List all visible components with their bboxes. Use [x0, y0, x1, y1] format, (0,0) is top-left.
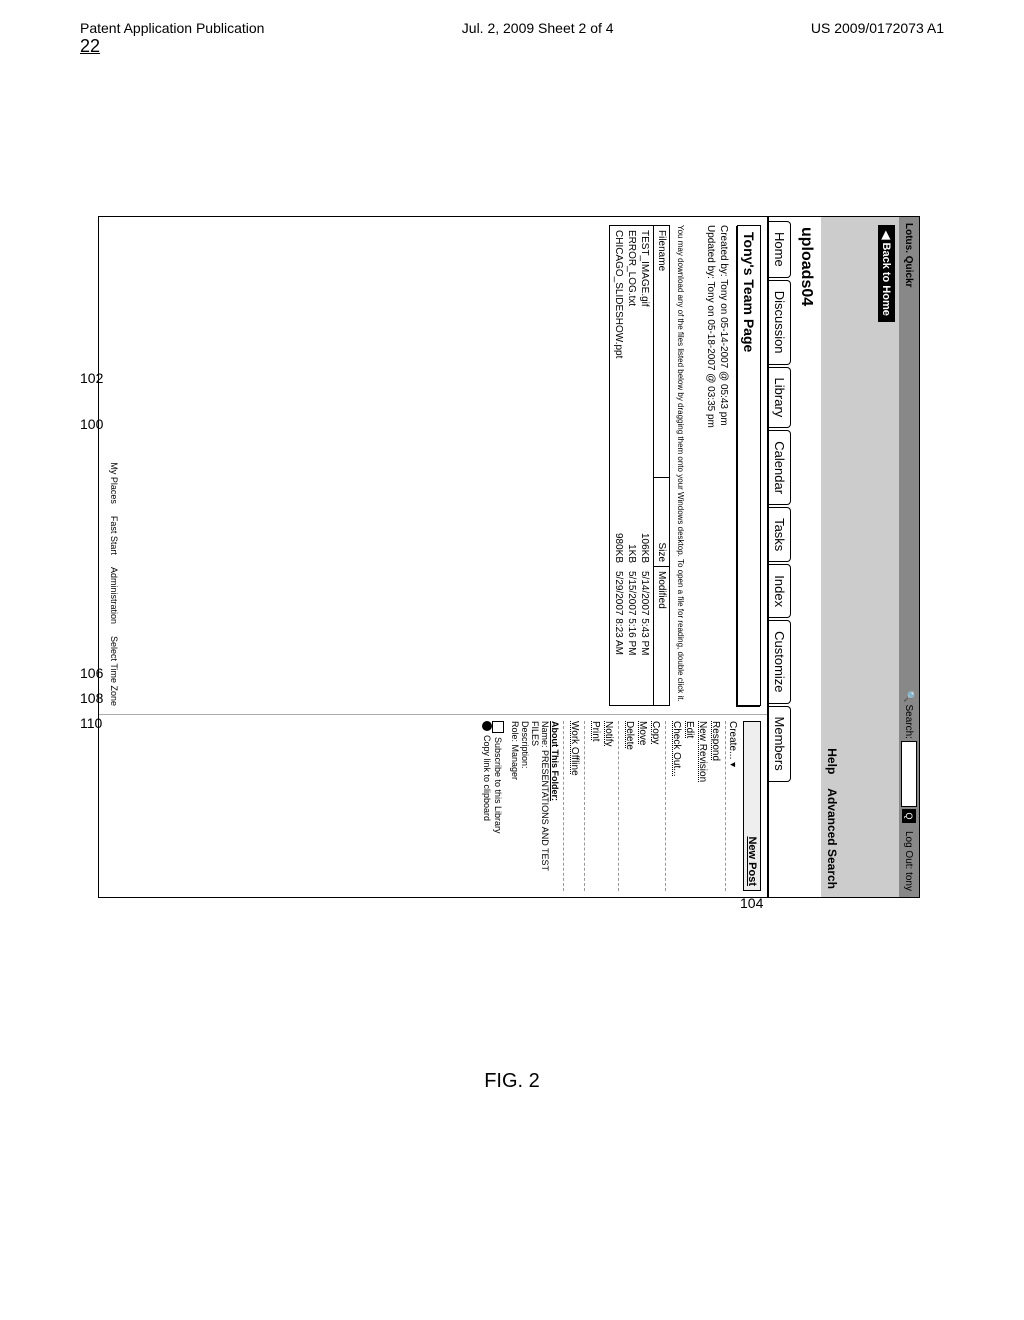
col-filename[interactable]: Filename [654, 226, 669, 478]
cell-filename: TEST_IMAGE.gif [638, 226, 651, 479]
ref-104: 104 [740, 895, 763, 911]
main-column: Tony's Team Page Created by: Tony on 05-… [99, 217, 767, 715]
ref-100: 100 [80, 416, 103, 432]
cell-size: 106KB [638, 479, 651, 567]
app-window: Lotus. Quickr 🔍 Search: Q Log Out: tony … [98, 216, 920, 898]
advanced-search-link[interactable]: Advanced Search [825, 788, 839, 889]
notify-link[interactable]: Notify [602, 721, 615, 891]
new-post-button[interactable]: New Post [743, 721, 761, 891]
created-by: Created by: Tony on 05-14-2007 @ 05:43 p… [718, 225, 729, 706]
table-row[interactable]: CHICAGO_SLIDESHOW.ppt 980KB 5/29/2007 8:… [612, 226, 625, 705]
ref-22: 22 [80, 36, 100, 57]
side-column: New Post Create... ▾ Respond New Revisio… [99, 715, 767, 897]
header-left: Patent Application Publication [80, 20, 264, 36]
ref-110: 110 [80, 715, 102, 731]
create-menu[interactable]: Create... ▾ [726, 721, 739, 891]
page-title: Tony's Team Page [737, 225, 761, 706]
header-right: US 2009/0172073 A1 [811, 20, 944, 36]
subscribe-link[interactable]: Subscribe to this Library [492, 721, 504, 891]
subscribe-label: Subscribe to this Library [493, 737, 503, 834]
ref-108: 108 [80, 690, 103, 706]
header-center: Jul. 2, 2009 Sheet 2 of 4 [462, 20, 614, 36]
footer-links: My Places Fast Start Administration Sele… [105, 225, 123, 706]
cell-filename: ERROR_LOG.txt [625, 226, 638, 479]
footer-fast-start[interactable]: Fast Start [109, 516, 119, 555]
edit-link[interactable]: Edit [683, 721, 696, 891]
footer-my-places[interactable]: My Places [109, 462, 119, 504]
patent-header: Patent Application Publication Jul. 2, 2… [0, 0, 1024, 46]
help-link[interactable]: Help [825, 748, 839, 774]
ref-106: 106 [80, 665, 103, 681]
logout-link[interactable]: Log Out: tony [904, 831, 915, 891]
cell-modified: 5/29/2007 8:23 AM [612, 567, 625, 705]
table-row[interactable]: TEST_IMAGE.gif 106KB 5/14/2007 5:43 PM [638, 226, 651, 705]
updated-by: Updated by: Tony on 05-18-2007 @ 03:35 p… [705, 225, 716, 706]
tab-tasks[interactable]: Tasks [769, 507, 791, 562]
table-row[interactable]: ERROR_LOG.txt 1KB 5/15/2007 5:16 PM [625, 226, 638, 705]
about-role: Role: Manager [510, 721, 520, 891]
move-link[interactable]: Move [636, 721, 649, 891]
topbar: Lotus. Quickr 🔍 Search: Q Log Out: tony [899, 217, 919, 897]
rss-icon [492, 721, 504, 733]
figure-label: FIG. 2 [484, 1070, 540, 1093]
back-to-home-button[interactable]: ◀ Back to Home [878, 225, 895, 322]
cell-modified: 5/14/2007 5:43 PM [638, 567, 651, 705]
globe-icon [482, 721, 492, 731]
copy-link[interactable]: Copy [649, 721, 662, 891]
cell-size: 980KB [612, 479, 625, 567]
about-desc: Description: [520, 721, 530, 891]
instruction-text: You may download any of the files listed… [676, 225, 685, 706]
col-modified[interactable]: Modified [654, 567, 669, 705]
tab-customize[interactable]: Customize [769, 620, 791, 703]
col-size[interactable]: Size [654, 478, 669, 567]
tab-calendar[interactable]: Calendar [769, 430, 791, 505]
search-submit-button[interactable]: Q [902, 809, 916, 823]
table-header: Filename Size Modified [653, 226, 669, 705]
search-label: Search: [904, 704, 915, 738]
section-title: uploads04 [791, 217, 821, 897]
search-box: 🔍 Search: Q [901, 690, 917, 823]
about-name: Name: PRESENTATIONS AND TEST FILES [530, 721, 550, 891]
footer-time-zone[interactable]: Select Time Zone [109, 636, 119, 706]
file-table: Filename Size Modified TEST_IMAGE.gif 10… [609, 225, 670, 706]
respond-link[interactable]: Respond [709, 721, 722, 891]
ref-102: 102 [80, 370, 103, 386]
cell-size: 1KB [625, 479, 638, 567]
check-out-link[interactable]: Check Out... [670, 721, 683, 891]
search-icon: 🔍 [904, 690, 915, 702]
copylink-label: Copy link to clipboard [482, 735, 492, 821]
tab-library[interactable]: Library [769, 367, 791, 429]
print-link[interactable]: Print [589, 721, 602, 891]
about-folder: About This Folder: Name: PRESENTATIONS A… [510, 721, 564, 891]
work-offline-link[interactable]: Work Offline [568, 721, 581, 891]
new-revision-link[interactable]: New Revision [696, 721, 709, 891]
cell-filename: CHICAGO_SLIDESHOW.ppt [612, 226, 625, 479]
cell-modified: 5/15/2007 5:16 PM [625, 567, 638, 705]
tab-index[interactable]: Index [769, 564, 791, 618]
tab-members[interactable]: Members [769, 706, 791, 782]
tab-discussion[interactable]: Discussion [769, 280, 791, 365]
footer-administration[interactable]: Administration [109, 567, 119, 624]
about-title: About This Folder: [550, 721, 560, 891]
tabs: Home Discussion Library Calendar Tasks I… [767, 217, 791, 897]
tab-home[interactable]: Home [769, 221, 791, 278]
copy-link-clipboard[interactable]: Copy link to clipboard [482, 721, 492, 891]
product-name: Lotus. Quickr [904, 223, 915, 287]
search-input[interactable] [901, 741, 917, 807]
delete-link[interactable]: Delete [623, 721, 636, 891]
breadcrumb-band: ◀ Back to Home Help Advanced Search [821, 217, 899, 897]
